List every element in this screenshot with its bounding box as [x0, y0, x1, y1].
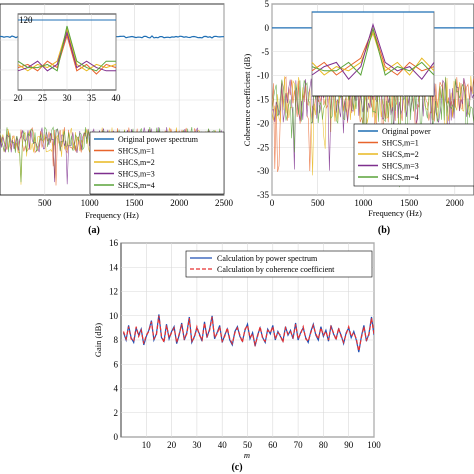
panel-b-x-tick-label: 0 — [270, 198, 275, 208]
panel-a: 500 1000 1500 2000 2500 Frequency (Hz) (a) 2… — [0, 3, 234, 236]
panel-a-x-tick-label: 2000 — [170, 198, 189, 208]
panel-b-legend: Original power SHCS,m=1 SHCS,m=2 SHCS,m=3 SH… — [353, 123, 474, 187]
panel-b-y-tick-label: 5 — [265, 0, 270, 9]
panel-b-y-tick-label: -25 — [257, 142, 269, 152]
panel-c-x-ticks: 10 20 30 40 50 60 70 80 90 100 — [142, 440, 381, 450]
panel-c-y-tick-label: 4 — [114, 384, 119, 394]
panel-a-legend: Original power spectrum SHCS,m=1 SHCS,m=2 S… — [89, 131, 225, 195]
panel-b-y-ticks: 5 0 -5 -10 -15 -20 -25 -30 -35 — [257, 0, 270, 200]
panel-a-inset-series-SHCS,m=4 — [17, 25, 116, 72]
panel-a-inset-x-tick-label: 30 — [63, 93, 73, 103]
panel-c-y-tick-label: 2 — [114, 408, 119, 418]
panel-c-legend-box — [185, 250, 373, 278]
panel-c-x-tick-label: 50 — [243, 440, 253, 450]
panel-c-x-tick-label: 90 — [344, 440, 354, 450]
panel-a-x-tick-label: 500 — [38, 198, 52, 208]
panel-c-y-tick-label: 0 — [114, 432, 119, 442]
panel-c-x-tick-label: 80 — [319, 440, 329, 450]
panel-c-x-tick-label: 20 — [167, 440, 177, 450]
panel-b-x-ticks: 0 500 1000 1500 2000 — [270, 198, 465, 208]
panel-a-xlabel: Frequency (Hz) — [85, 210, 139, 220]
panel-b-x-tick-label: 1000 — [354, 198, 373, 208]
panel-c-y-tick-label: 14 — [109, 262, 119, 272]
panel-a-legend-entry: SHCS,m=1 — [118, 147, 155, 156]
panel-b-x-tick-label: 1500 — [400, 198, 419, 208]
panel-b-inset-series-SHCS,m=2 — [311, 31, 435, 76]
panel-a-x-tick-label: 1000 — [81, 198, 100, 208]
panel-b-y-tick-label: -5 — [262, 47, 270, 57]
panel-b-y-tick-label: -10 — [257, 71, 269, 81]
panel-a-x-tick-label: 2500 — [215, 198, 234, 208]
panel-a-legend-entry: SHCS,m=4 — [118, 181, 155, 190]
panel-c-x-tick-label: 100 — [367, 440, 381, 450]
panel-b-label: (b) — [378, 225, 390, 236]
panel-a-inset-x-tick-label: 35 — [87, 93, 97, 103]
panel-a-inset-ticks: 20 25 30 35 40 120 — [14, 15, 122, 103]
panel-a-x-ticks: 500 1000 1500 2000 2500 — [38, 198, 233, 208]
panel-c-y-tick-label: 6 — [114, 359, 119, 369]
panel-a-inset-lines — [17, 19, 117, 75]
panel-c-y-tick-label: 12 — [109, 287, 118, 297]
panel-a-inset-series-SHCS,m=2 — [17, 27, 117, 72]
panel-a-legend-entry: Original power spectrum — [118, 135, 199, 144]
panel-a-inset-x-tick-label: 40 — [112, 93, 122, 103]
panel-a-inset-grid — [17, 14, 117, 90]
panel-c-legend-entry: Calculation by power spectrum — [217, 254, 318, 263]
panel-b-y-tick-label: -35 — [257, 190, 269, 200]
panel-c-y-tick-label: 8 — [114, 335, 119, 345]
panel-a-x-tick-label: 1500 — [125, 198, 144, 208]
panel-b-y-tick-label: 0 — [265, 23, 270, 33]
panel-b: 0 500 1000 1500 2000 50-5-10-15-20-25-30-35 … — [242, 0, 474, 236]
panel-c-xlabel: m — [244, 450, 250, 460]
panel-a-inset-y-tick-label: 120 — [19, 15, 33, 25]
panel-a-inset-x-tick-label: 20 — [14, 93, 24, 103]
panel-b-xlabel: Frequency (Hz) — [368, 208, 422, 218]
panel-c-ylabel: Gain (dB) — [93, 323, 103, 357]
panel-c-x-tick-label: 30 — [192, 440, 202, 450]
panel-a-legend-box — [89, 131, 225, 195]
panel-c-x-tick-label: 40 — [218, 440, 228, 450]
panel-b-legend-entry: SHCS,m=2 — [382, 150, 419, 159]
panel-c-x-tick-label: 70 — [294, 440, 304, 450]
panel-c-x-tick-label: 60 — [268, 440, 278, 450]
panel-c-y-tick-label: 10 — [109, 311, 119, 321]
panel-b-inset — [311, 11, 435, 97]
panel-a-label: (a) — [88, 225, 100, 236]
panel-b-inset-lines — [311, 11, 435, 80]
panel-c-label: (c) — [231, 462, 242, 473]
panel-c-x-tick-label: 10 — [142, 440, 152, 450]
panel-c-series-Calculation by coherence coefficient — [122, 315, 374, 352]
panel-b-legend-entry: SHCS,m=1 — [382, 139, 419, 148]
panel-c-legend: Calculation by power spectrum Calculation… — [185, 250, 373, 278]
panel-a-legend-entry: SHCS,m=3 — [118, 170, 155, 179]
panel-a-inset-series-SHCS,m=3 — [17, 30, 116, 72]
panel-b-y-tick-label: -15 — [257, 95, 269, 105]
panel-a-legend-entry: SHCS,m=2 — [118, 158, 155, 167]
panel-b-x-tick-label: 2000 — [446, 198, 465, 208]
panel-b-legend-entry: Original power — [382, 127, 431, 136]
panel-b-ylabel: Coherence coefficient (dB) — [242, 54, 252, 147]
panel-c-y-tick-label: 16 — [109, 238, 119, 248]
panel-a-inset-x-tick-label: 25 — [38, 93, 48, 103]
panel-b-y-tick-label: -20 — [257, 118, 269, 128]
panel-c: 10 20 30 40 50 60 70 80 90 100 0 2 4 6 8 10 12 14 16 Gain… — [93, 238, 381, 473]
panel-b-x-tick-label: 500 — [311, 198, 325, 208]
panel-b-series-SHCS,m=4 — [272, 75, 474, 188]
panel-b-legend-box — [353, 123, 474, 187]
panel-b-inset-grid — [311, 12, 435, 96]
panel-b-series-SHCS,m=3 — [272, 76, 474, 177]
panel-b-inset-series-SHCS,m=4 — [311, 26, 435, 76]
panel-b-y-tick-label: -30 — [257, 166, 269, 176]
panel-a-inset: 20 25 30 35 40 120 — [14, 13, 122, 103]
panel-b-inset-series-SHCS,m=3 — [311, 22, 435, 80]
panel-b-legend-entry: SHCS,m=4 — [382, 173, 419, 182]
panel-c-legend-entry: Calculation by coherence coefficient — [217, 265, 335, 274]
panel-a-inset-series-SHCS,m=1 — [17, 33, 117, 75]
panel-c-y-ticks: 0 2 4 6 8 10 12 14 16 — [109, 238, 119, 442]
panel-c-series — [122, 314, 374, 353]
panel-b-legend-entry: SHCS,m=3 — [382, 162, 419, 171]
